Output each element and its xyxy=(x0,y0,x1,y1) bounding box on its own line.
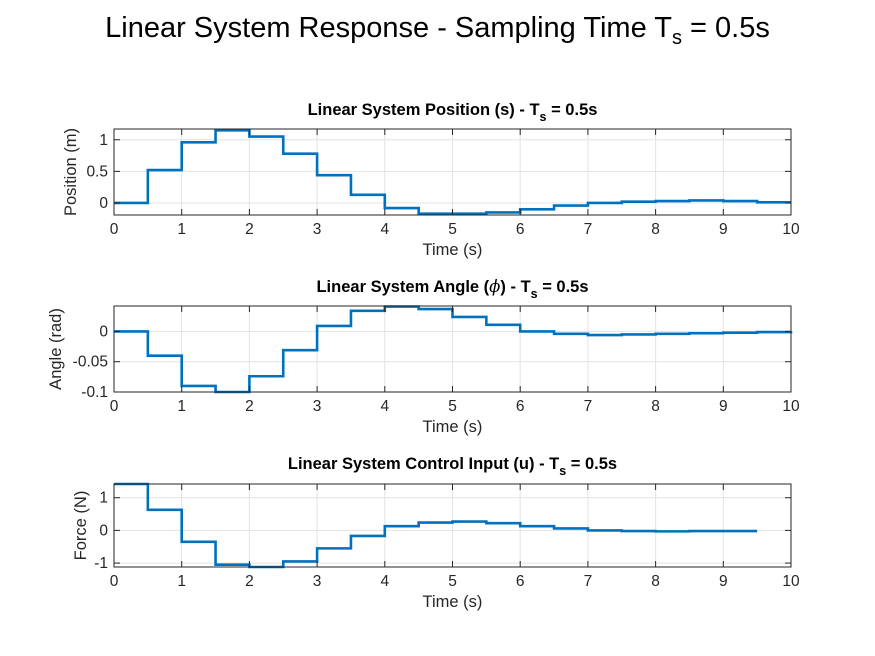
angle-x-tick-label: 4 xyxy=(380,398,389,415)
angle-y-tick-label: -0.1 xyxy=(81,384,108,401)
position-subplot: 0 1 2 3 4 5 6 7 8 9 10 0 0.5 1 Time (s) Position (m) Lin… xyxy=(62,101,800,259)
position-x-tick-label: 5 xyxy=(448,221,457,238)
control-input-y-tick-label: 1 xyxy=(99,490,108,507)
position-x-tick-label: 2 xyxy=(245,221,254,238)
figure-title-suffix: = 0.5s xyxy=(681,12,770,44)
angle-y-tick-label: 0 xyxy=(99,323,108,340)
angle-y-axis-label: Angle (rad) xyxy=(47,308,65,390)
angle-subplot-title: Linear System Angle (ϕ) - Ts = 0.5s xyxy=(316,277,588,301)
position-x-tick-label: 3 xyxy=(313,221,322,238)
position-y-axis-label: Position (m) xyxy=(62,128,80,216)
figure-title: Linear System Response - Sampling Time T… xyxy=(0,12,875,50)
position-title-suffix: = 0.5s xyxy=(547,101,598,119)
control-input-subplot-title: Linear System Control Input (u) - Ts = 0… xyxy=(288,455,617,478)
angle-y-tick-label: -0.05 xyxy=(73,354,108,371)
position-x-tick-label: 4 xyxy=(380,221,389,238)
control-input-x-tick-label: 3 xyxy=(313,573,322,590)
angle-x-tick-label: 7 xyxy=(584,398,593,415)
control-input-x-tick-label: 6 xyxy=(516,573,525,590)
control-input-x-tick-label: 0 xyxy=(110,573,119,590)
figure-title-subscript: s xyxy=(671,26,682,49)
control-input-title-main: Linear System Control Input (u) - T xyxy=(288,455,559,473)
angle-x-tick-label: 10 xyxy=(782,398,800,415)
position-x-tick-label: 0 xyxy=(110,221,119,238)
position-x-tick-label: 8 xyxy=(651,221,660,238)
control-input-x-tick-label: 10 xyxy=(782,573,800,590)
position-x-tick-label: 1 xyxy=(177,221,186,238)
position-x-tick-label: 6 xyxy=(516,221,525,238)
control-input-x-axis-label: Time (s) xyxy=(423,593,483,611)
position-x-tick-label: 7 xyxy=(584,221,593,238)
control-input-y-tick-label: -1 xyxy=(94,555,108,572)
control-input-x-tick-label: 5 xyxy=(448,573,457,590)
position-y-tick-label: 1 xyxy=(99,132,108,149)
angle-title-main: Linear System Angle ( xyxy=(316,278,489,296)
position-subplot-title: Linear System Position (s) - Ts = 0.5s xyxy=(308,101,598,124)
control-input-title-subscript: s xyxy=(559,464,566,478)
angle-title-symbol: ϕ xyxy=(489,277,500,296)
angle-x-tick-label: 3 xyxy=(313,398,322,415)
control-input-x-tick-label: 7 xyxy=(584,573,593,590)
position-x-tick-label: 9 xyxy=(719,221,728,238)
angle-x-tick-label: 1 xyxy=(177,398,186,415)
angle-title-mid: ) - T xyxy=(500,278,530,296)
angle-x-tick-label: 2 xyxy=(245,398,254,415)
figure-title-main: Linear System Response - Sampling Time T xyxy=(105,12,672,44)
position-title-subscript: s xyxy=(540,110,547,124)
position-y-tick-label: 0 xyxy=(99,195,108,212)
control-input-x-tick-label: 2 xyxy=(245,573,254,590)
control-input-x-tick-label: 8 xyxy=(651,573,660,590)
control-input-x-tick-label: 4 xyxy=(380,573,389,590)
position-title-main: Linear System Position (s) - T xyxy=(308,101,540,119)
control-input-y-tick-label: 0 xyxy=(99,522,108,539)
angle-x-tick-label: 5 xyxy=(448,398,457,415)
angle-x-tick-label: 6 xyxy=(516,398,525,415)
angle-subplot: 0 1 2 3 4 5 6 7 8 9 10 -0.1 -0.05 0 Time (s) Angle (rad… xyxy=(47,277,800,436)
angle-x-tick-label: 8 xyxy=(651,398,660,415)
control-input-y-axis-label: Force (N) xyxy=(72,491,90,561)
position-x-axis-label: Time (s) xyxy=(423,241,483,259)
angle-title-suffix: = 0.5s xyxy=(538,278,589,296)
position-x-tick-label: 10 xyxy=(782,221,800,238)
control-input-title-suffix: = 0.5s xyxy=(566,455,617,473)
control-input-x-tick-label: 9 xyxy=(719,573,728,590)
angle-x-tick-label: 0 xyxy=(110,398,119,415)
angle-x-axis-label: Time (s) xyxy=(423,418,483,436)
angle-x-tick-label: 9 xyxy=(719,398,728,415)
position-y-tick-label: 0.5 xyxy=(86,163,108,180)
angle-title-subscript: s xyxy=(531,287,538,301)
control-input-x-tick-label: 1 xyxy=(177,573,186,590)
